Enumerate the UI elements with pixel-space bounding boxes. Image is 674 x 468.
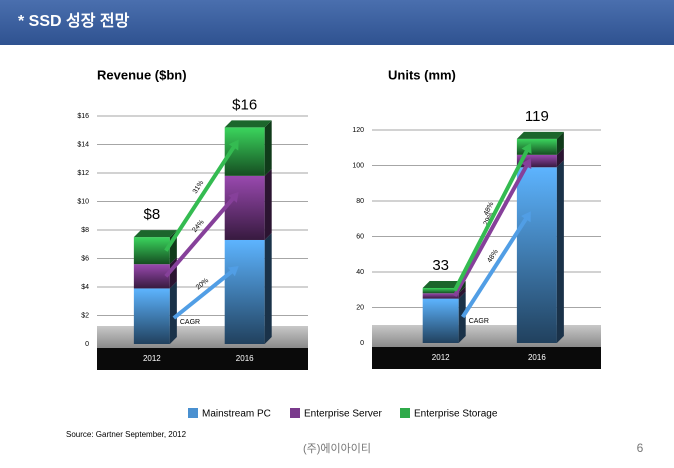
- bar-segment: [133, 264, 170, 289]
- bar-segment: [422, 287, 459, 294]
- y-tick-label: 120: [352, 127, 364, 134]
- bar-segment: [133, 237, 170, 265]
- y-tick-label: $6: [81, 255, 89, 262]
- y-tick-label: $12: [77, 170, 89, 177]
- category-strip: [97, 348, 308, 370]
- bar-segment: [224, 175, 265, 240]
- x-tick-label: 2012: [432, 353, 450, 362]
- category-strip: [372, 347, 601, 369]
- x-tick-label: 2016: [528, 353, 546, 362]
- y-tick-label: $8: [81, 227, 89, 234]
- total-label: $8: [144, 206, 161, 223]
- bar-top: [133, 230, 177, 238]
- cagr-arrow: [172, 269, 234, 320]
- bar-top: [516, 131, 564, 139]
- bar-side: [556, 131, 564, 155]
- cagr-arrowhead: [521, 157, 532, 169]
- bar-side: [458, 280, 466, 294]
- y-tick-label: $2: [81, 312, 89, 319]
- cagr-arrowhead: [228, 139, 239, 151]
- total-label: $16: [232, 96, 257, 113]
- y-tick-label: $14: [77, 141, 89, 148]
- header-bar: [0, 0, 674, 45]
- bar-side: [264, 232, 272, 344]
- bar-top: [224, 120, 272, 128]
- bar-side: [458, 286, 466, 299]
- chart-title: Revenue ($bn): [97, 67, 187, 82]
- bar-segment: [133, 288, 170, 344]
- x-tick-label: 2016: [236, 354, 254, 363]
- bar-side: [556, 160, 564, 343]
- legend-swatch: [188, 408, 198, 418]
- legend-swatch: [290, 408, 300, 418]
- footer: (주)에이아이티: [303, 442, 371, 455]
- y-tick-label: 20: [356, 304, 364, 311]
- y-tick-label: 0: [360, 340, 364, 347]
- bar-segment: [422, 293, 459, 299]
- cagr-arrow: [164, 196, 235, 278]
- cagr-text: CAGR: [469, 318, 489, 325]
- cagr-text: CAGR: [180, 319, 200, 326]
- cagr-arrowhead: [228, 191, 239, 203]
- y-tick-label: $10: [77, 198, 89, 205]
- page-number: 6: [637, 441, 644, 455]
- bar-side: [556, 147, 564, 168]
- cagr-arrow: [461, 216, 529, 319]
- bar-side: [458, 291, 466, 343]
- source: Source: Gartner September, 2012: [66, 430, 187, 439]
- bar-side: [264, 168, 272, 240]
- cagr-arrow: [164, 145, 236, 252]
- y-tick-label: $4: [81, 284, 89, 291]
- floor: [97, 326, 308, 348]
- y-tick-label: $16: [77, 113, 89, 120]
- legend-label: Mainstream PC: [202, 409, 271, 420]
- cagr-arrow: [452, 163, 529, 297]
- legend-label: Enterprise Storage: [414, 409, 498, 420]
- bar-side: [264, 120, 272, 176]
- y-tick-label: 40: [356, 269, 364, 276]
- floor: [372, 325, 601, 347]
- bar-segment: [422, 298, 459, 343]
- total-label: 119: [525, 108, 549, 125]
- bar-segment: [224, 239, 265, 344]
- bar-side: [169, 281, 177, 344]
- cagr-arrowhead: [521, 142, 532, 154]
- legend-label: Enterprise Server: [304, 409, 382, 420]
- y-tick-label: 80: [356, 198, 364, 205]
- chart-title: Units (mm): [388, 67, 456, 82]
- bar-segment: [516, 167, 557, 343]
- legend-swatch: [400, 408, 410, 418]
- bar-segment: [516, 138, 557, 155]
- total-label: 33: [432, 257, 449, 274]
- header-title: * SSD 성장 전망: [18, 12, 130, 30]
- cagr-arrowhead: [521, 211, 531, 223]
- cagr-arrow: [452, 149, 529, 292]
- y-tick-label: 0: [85, 341, 89, 348]
- y-tick-label: 100: [352, 162, 364, 169]
- x-tick-label: 2012: [143, 354, 161, 363]
- y-tick-label: 60: [356, 233, 364, 240]
- cagr-arrowhead: [227, 265, 239, 277]
